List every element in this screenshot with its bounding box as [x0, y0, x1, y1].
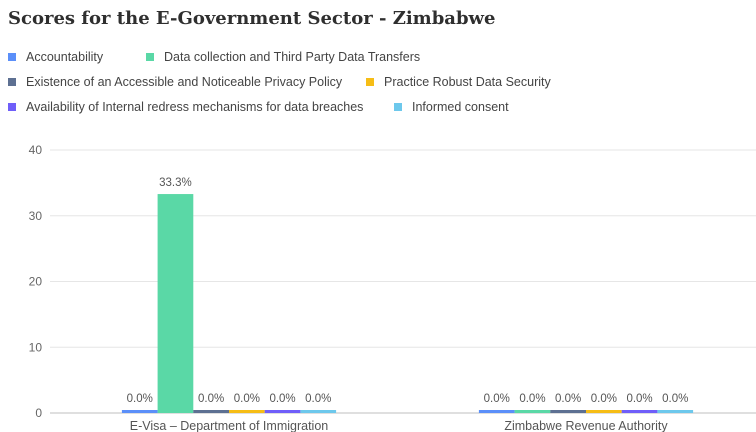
- legend-label: Practice Robust Data Security: [384, 75, 551, 89]
- data-label: 0.0%: [234, 393, 260, 405]
- bar: [300, 410, 337, 413]
- bar: [121, 410, 158, 413]
- legend: Accountability Data collection and Third …: [0, 0, 756, 130]
- bar: [229, 410, 265, 413]
- data-label: 0.0%: [269, 393, 295, 405]
- legend-swatch: [8, 78, 16, 86]
- data-label: 0.0%: [484, 393, 510, 405]
- y-tick-label: 40: [29, 143, 43, 157]
- legend-item[interactable]: Availability of Internal redress mechani…: [8, 100, 363, 114]
- bar: [550, 410, 586, 413]
- legend-swatch: [394, 103, 402, 111]
- chart-title: Scores for the E-Government Sector - Zim…: [8, 8, 496, 29]
- data-label: 0.0%: [198, 393, 224, 405]
- data-label: 0.0%: [305, 393, 331, 405]
- y-tick-label: 10: [29, 340, 43, 354]
- bar: [157, 194, 194, 413]
- legend-label: Accountability: [26, 50, 104, 64]
- data-label: 33.3%: [159, 177, 192, 189]
- bar: [657, 410, 694, 413]
- legend-swatch: [8, 53, 16, 61]
- legend-item[interactable]: Informed consent: [394, 100, 509, 114]
- legend-swatch: [8, 103, 16, 111]
- legend-label: Existence of an Accessible and Noticeabl…: [26, 75, 343, 89]
- bar: [478, 410, 515, 413]
- x-category-label: Zimbabwe Revenue Authority: [504, 419, 668, 432]
- x-category-label: E-Visa – Department of Immigration: [130, 419, 329, 432]
- legend-label: Availability of Internal redress mechani…: [26, 100, 364, 114]
- legend-item[interactable]: Existence of an Accessible and Noticeabl…: [8, 75, 342, 89]
- legend-item[interactable]: Accountability: [8, 50, 103, 64]
- bar: [621, 410, 658, 413]
- y-tick-label: 30: [29, 209, 43, 223]
- legend-label: Data collection and Third Party Data Tra…: [164, 50, 421, 64]
- legend-swatch: [366, 78, 374, 86]
- data-label: 0.0%: [591, 393, 617, 405]
- legend-item[interactable]: Data collection and Third Party Data Tra…: [146, 50, 420, 64]
- legend-item[interactable]: Practice Robust Data Security: [366, 75, 551, 89]
- bar: [193, 410, 229, 413]
- y-tick-label: 20: [29, 275, 43, 289]
- bar: [264, 410, 301, 413]
- data-label: 0.0%: [127, 393, 153, 405]
- y-tick-label: 0: [35, 406, 42, 420]
- data-label: 0.0%: [555, 393, 581, 405]
- legend-swatch: [146, 53, 154, 61]
- data-label: 0.0%: [662, 393, 688, 405]
- data-label: 0.0%: [519, 393, 545, 405]
- legend-label: Informed consent: [412, 100, 509, 114]
- data-label: 0.0%: [626, 393, 652, 405]
- bar: [586, 410, 622, 413]
- bar: [514, 410, 551, 413]
